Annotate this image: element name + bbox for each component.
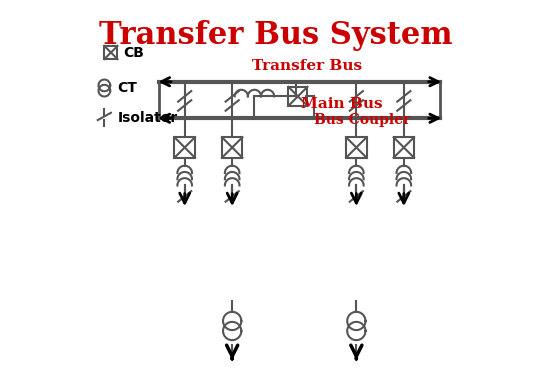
- Bar: [288, 87, 307, 106]
- Bar: [346, 137, 367, 158]
- Text: CB: CB: [123, 46, 144, 60]
- Text: Transfer Bus System: Transfer Bus System: [99, 20, 453, 51]
- Bar: [222, 137, 242, 158]
- Text: Main Bus: Main Bus: [301, 97, 383, 111]
- Bar: [104, 46, 118, 59]
- Text: Bus Coupler: Bus Coupler: [314, 113, 411, 127]
- Bar: [394, 137, 414, 158]
- Text: Transfer Bus: Transfer Bus: [252, 59, 362, 72]
- Text: CT: CT: [118, 81, 137, 95]
- Bar: [174, 137, 195, 158]
- Text: Isolator: Isolator: [118, 110, 178, 124]
